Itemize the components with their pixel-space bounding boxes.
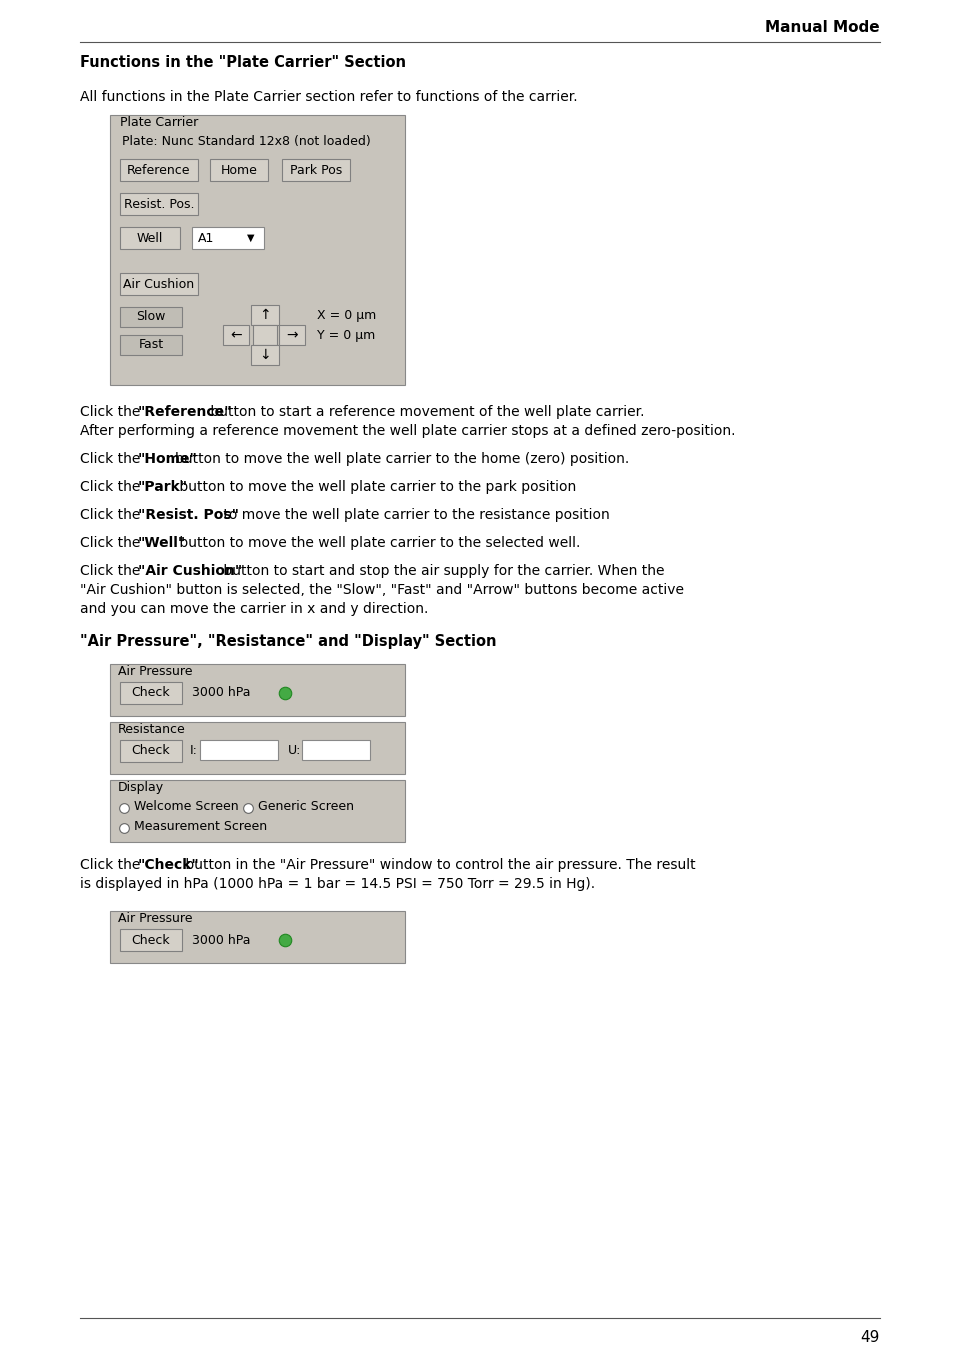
Text: Plate Carrier: Plate Carrier <box>120 116 198 130</box>
Text: U:: U: <box>288 744 301 757</box>
FancyBboxPatch shape <box>120 306 182 327</box>
FancyBboxPatch shape <box>251 305 278 325</box>
FancyBboxPatch shape <box>110 115 405 385</box>
FancyBboxPatch shape <box>192 227 264 248</box>
FancyBboxPatch shape <box>120 682 182 703</box>
Text: ↑: ↑ <box>259 308 271 323</box>
Text: Check: Check <box>132 687 171 699</box>
Text: After performing a reference movement the well plate carrier stops at a defined : After performing a reference movement th… <box>80 424 735 437</box>
Text: Click the: Click the <box>80 405 145 418</box>
Text: "Air Cushion" button is selected, the "Slow", "Fast" and "Arrow" buttons become : "Air Cushion" button is selected, the "S… <box>80 583 683 597</box>
Text: Click the: Click the <box>80 564 145 578</box>
Text: and you can move the carrier in x and y direction.: and you can move the carrier in x and y … <box>80 602 428 616</box>
Text: Functions in the "Plate Carrier" Section: Functions in the "Plate Carrier" Section <box>80 55 406 70</box>
FancyBboxPatch shape <box>302 740 370 760</box>
Text: All functions in the Plate Carrier section refer to functions of the carrier.: All functions in the Plate Carrier secti… <box>80 90 577 104</box>
Text: button to move the well plate carrier to the selected well.: button to move the well plate carrier to… <box>175 536 580 549</box>
Text: Park Pos: Park Pos <box>290 163 342 177</box>
Text: Click the: Click the <box>80 859 145 872</box>
Text: Slow: Slow <box>136 310 166 324</box>
Text: button to move the well plate carrier to the park position: button to move the well plate carrier to… <box>175 481 576 494</box>
FancyBboxPatch shape <box>120 193 198 215</box>
Text: button to move the well plate carrier to the home (zero) position.: button to move the well plate carrier to… <box>175 452 629 466</box>
Text: Click the: Click the <box>80 452 145 466</box>
Text: ←: ← <box>230 328 241 342</box>
Text: Check: Check <box>132 744 171 757</box>
FancyBboxPatch shape <box>110 722 405 774</box>
FancyBboxPatch shape <box>282 159 350 181</box>
FancyBboxPatch shape <box>253 325 276 346</box>
Text: "Resist. Pos": "Resist. Pos" <box>138 508 239 522</box>
Text: Plate: Nunc Standard 12x8 (not loaded): Plate: Nunc Standard 12x8 (not loaded) <box>122 135 371 148</box>
Text: "Home": "Home" <box>138 452 197 466</box>
Text: Manual Mode: Manual Mode <box>764 20 879 35</box>
Text: is displayed in hPa (1000 hPa = 1 bar = 14.5 PSI = 750 Torr = 29.5 in Hg).: is displayed in hPa (1000 hPa = 1 bar = … <box>80 878 595 891</box>
Text: 3000 hPa: 3000 hPa <box>192 933 251 946</box>
FancyBboxPatch shape <box>251 346 278 365</box>
FancyBboxPatch shape <box>110 780 405 842</box>
Text: "Check": "Check" <box>138 859 199 872</box>
Text: Display: Display <box>118 782 164 794</box>
FancyBboxPatch shape <box>200 740 277 760</box>
Text: →: → <box>286 328 297 342</box>
Text: Reference: Reference <box>127 163 191 177</box>
FancyBboxPatch shape <box>120 929 182 950</box>
Text: Well: Well <box>136 231 163 244</box>
FancyBboxPatch shape <box>278 325 305 346</box>
Text: I:: I: <box>190 744 197 757</box>
Text: Y = 0 µm: Y = 0 µm <box>316 328 375 342</box>
FancyBboxPatch shape <box>120 227 180 248</box>
Text: "Air Cushion": "Air Cushion" <box>138 564 242 578</box>
Text: button to start and stop the air supply for the carrier. When the: button to start and stop the air supply … <box>218 564 663 578</box>
Text: Click the: Click the <box>80 536 145 549</box>
Text: to move the well plate carrier to the resistance position: to move the well plate carrier to the re… <box>218 508 609 522</box>
Text: button to start a reference movement of the well plate carrier.: button to start a reference movement of … <box>206 405 644 418</box>
Text: Welcome Screen: Welcome Screen <box>133 801 238 813</box>
FancyBboxPatch shape <box>110 911 405 963</box>
FancyBboxPatch shape <box>120 159 198 181</box>
Text: Fast: Fast <box>138 339 163 351</box>
Text: ▼: ▼ <box>246 234 253 243</box>
Text: "Park": "Park" <box>138 481 188 494</box>
Text: Resistance: Resistance <box>118 724 186 736</box>
Text: A1: A1 <box>198 231 214 244</box>
Text: "Air Pressure", "Resistance" and "Display" Section: "Air Pressure", "Resistance" and "Displa… <box>80 634 496 649</box>
FancyBboxPatch shape <box>210 159 268 181</box>
Text: Resist. Pos.: Resist. Pos. <box>124 197 194 211</box>
Text: Air Cushion: Air Cushion <box>123 278 194 290</box>
FancyBboxPatch shape <box>120 740 182 761</box>
Text: Click the: Click the <box>80 508 145 522</box>
Text: X = 0 µm: X = 0 µm <box>316 309 375 321</box>
Text: button in the "Air Pressure" window to control the air pressure. The result: button in the "Air Pressure" window to c… <box>181 859 696 872</box>
Text: Air Pressure: Air Pressure <box>118 666 193 678</box>
Text: 49: 49 <box>860 1330 879 1345</box>
FancyBboxPatch shape <box>120 335 182 355</box>
FancyBboxPatch shape <box>110 664 405 716</box>
FancyBboxPatch shape <box>120 273 198 296</box>
Text: Generic Screen: Generic Screen <box>257 801 354 813</box>
Text: Click the: Click the <box>80 481 145 494</box>
Text: Air Pressure: Air Pressure <box>118 913 193 925</box>
Text: ↓: ↓ <box>259 348 271 362</box>
Text: Home: Home <box>220 163 257 177</box>
Text: 3000 hPa: 3000 hPa <box>192 687 251 699</box>
FancyBboxPatch shape <box>223 325 249 346</box>
Text: "Reference": "Reference" <box>138 405 233 418</box>
Text: Measurement Screen: Measurement Screen <box>133 819 267 833</box>
Text: Check: Check <box>132 933 171 946</box>
Text: "Well": "Well" <box>138 536 186 549</box>
